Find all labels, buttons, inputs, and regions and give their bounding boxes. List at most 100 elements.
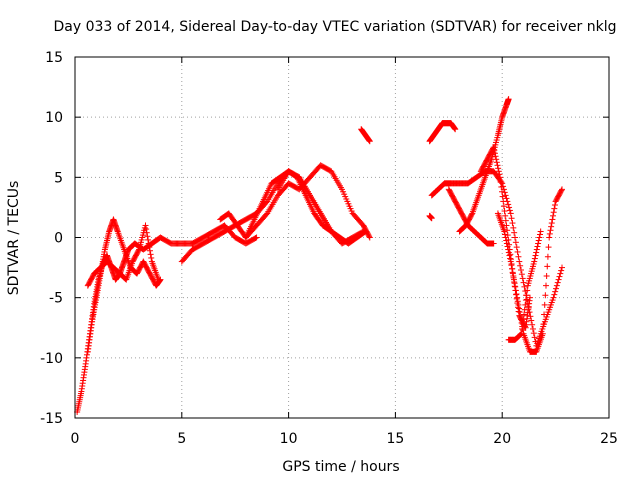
data-point [514, 298, 521, 305]
data-point [556, 273, 563, 280]
data-point [503, 195, 510, 202]
data-point [537, 228, 544, 235]
data-point [516, 309, 523, 316]
data-point [499, 180, 506, 187]
y-tick-label: 15 [45, 50, 63, 66]
data-point [503, 237, 510, 244]
data-point [452, 126, 459, 133]
data-point [535, 240, 542, 247]
data-point [550, 294, 557, 301]
data-point [252, 235, 259, 242]
data-point [559, 264, 566, 271]
data-point [519, 325, 526, 332]
data-point [521, 306, 528, 313]
x-tick-label: 10 [280, 431, 298, 447]
data-point [513, 244, 520, 251]
y-tick-label: -5 [49, 291, 63, 307]
data-point [512, 234, 519, 241]
data-point [548, 220, 555, 227]
data-point [493, 159, 500, 166]
x-tick-label: 15 [386, 431, 404, 447]
data-point [146, 247, 153, 254]
data-point [510, 224, 517, 231]
data-point [529, 321, 536, 328]
data-point [515, 253, 522, 260]
data-point [500, 198, 507, 205]
data-points [74, 96, 566, 415]
x-tick-label: 0 [71, 431, 80, 447]
data-point [531, 334, 538, 341]
data-point [502, 192, 509, 199]
data-point [512, 283, 519, 290]
data-point [122, 276, 129, 283]
data-point [144, 233, 151, 240]
data-point [145, 236, 152, 243]
data-point [508, 262, 515, 269]
data-point [519, 275, 526, 282]
data-point [359, 229, 366, 236]
data-point [542, 292, 549, 299]
data-point [507, 210, 514, 217]
data-point [536, 234, 543, 241]
data-point [557, 270, 564, 277]
data-point [550, 209, 557, 216]
data-point [522, 301, 529, 308]
data-point [554, 279, 561, 286]
data-point [366, 234, 373, 241]
data-point [501, 231, 508, 238]
data-point [143, 229, 150, 236]
series-track-4 [131, 222, 260, 253]
data-point [253, 234, 260, 241]
data-point [520, 279, 527, 286]
data-point [507, 255, 514, 262]
data-point [504, 243, 511, 250]
data-point [546, 230, 553, 237]
data-point [519, 321, 526, 328]
data-point [548, 223, 555, 230]
y-tick-label: -15 [40, 411, 63, 427]
data-point [555, 276, 562, 283]
data-point [360, 228, 367, 235]
x-tick-label: 25 [600, 431, 618, 447]
y-tick-label: 10 [45, 110, 63, 126]
data-point [499, 193, 506, 200]
data-point [495, 165, 502, 172]
data-point [502, 212, 509, 219]
data-point [263, 211, 270, 218]
y-tick-label: 5 [54, 170, 63, 186]
data-point [518, 319, 525, 326]
data-point [428, 215, 435, 222]
data-point [514, 248, 521, 255]
data-point [511, 280, 518, 287]
data-point [544, 263, 551, 270]
data-point [519, 327, 526, 334]
data-point [501, 189, 508, 196]
y-axis-label: SDTVAR / TECUs [6, 181, 22, 296]
data-point [498, 188, 505, 195]
data-point [551, 291, 558, 298]
data-point [155, 276, 162, 283]
data-point [528, 317, 535, 324]
data-point [509, 265, 516, 272]
data-point [520, 311, 527, 318]
series-track-10 [426, 120, 459, 145]
data-point [549, 216, 556, 223]
data-point [510, 273, 517, 280]
data-point [527, 313, 534, 320]
data-point [551, 205, 558, 212]
data-point [501, 208, 508, 215]
data-point [524, 287, 531, 294]
data-point [504, 227, 511, 234]
data-point [512, 239, 519, 246]
data-point [553, 285, 560, 292]
data-point [533, 246, 540, 253]
data-point [509, 220, 516, 227]
data-point [531, 255, 538, 262]
data-point [522, 297, 529, 304]
series-track-16 [494, 186, 566, 355]
data-point [513, 291, 520, 298]
data-point [501, 228, 508, 235]
data-point [541, 311, 548, 318]
data-point [500, 203, 507, 210]
